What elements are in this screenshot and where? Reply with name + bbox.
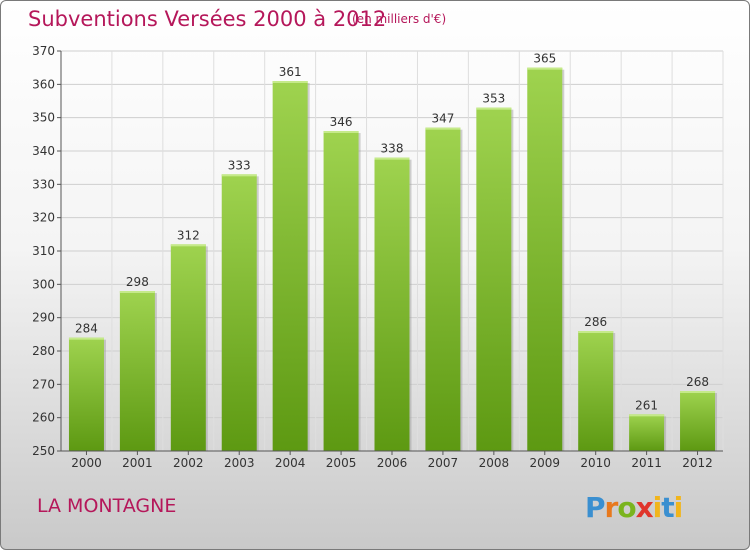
x-tick-label: 2005 <box>326 456 357 470</box>
data-label: 268 <box>686 375 709 389</box>
bar-highlight <box>425 127 461 130</box>
bar <box>425 127 461 452</box>
data-label: 346 <box>330 115 353 129</box>
data-label: 365 <box>533 52 556 66</box>
x-tick-label: 2007 <box>428 456 459 470</box>
y-tick-label: 270 <box>32 377 55 391</box>
bar-highlight <box>578 331 614 333</box>
bar <box>272 81 308 451</box>
x-tick-label: 2006 <box>377 456 408 470</box>
bar <box>680 391 716 451</box>
chart-title: Subventions Versées 2000 à 2012 <box>28 7 387 31</box>
x-tick-label: 2000 <box>71 456 102 470</box>
y-tick-label: 320 <box>32 211 55 225</box>
bar <box>323 131 359 451</box>
data-label: 333 <box>228 158 251 172</box>
bar <box>68 337 104 451</box>
x-tick-label: 2001 <box>122 456 153 470</box>
x-tick-label: 2011 <box>631 456 662 470</box>
bar-highlight <box>170 244 206 247</box>
bar-highlight <box>527 67 563 70</box>
bar <box>578 331 614 451</box>
data-label: 347 <box>431 112 454 126</box>
bars: 284 298 312 333 361 346 338 347 353 365 286 261 268 <box>68 52 718 452</box>
chart-unit: (en milliers d'€) <box>352 12 447 26</box>
bar-highlight <box>221 174 257 177</box>
bar <box>476 107 512 452</box>
x-tick-label: 2003 <box>224 456 255 470</box>
bar-highlight <box>68 337 104 340</box>
x-tick-label: 2004 <box>275 456 306 470</box>
data-label: 286 <box>584 315 607 329</box>
x-tick-label: 2008 <box>479 456 510 470</box>
bar <box>119 291 155 451</box>
bar-highlight <box>374 157 410 160</box>
bar <box>170 244 206 451</box>
x-tick-label: 2010 <box>580 456 611 470</box>
y-tick-label: 260 <box>32 411 55 425</box>
data-label: 312 <box>177 228 200 242</box>
data-label: 338 <box>381 142 404 156</box>
y-tick-label: 300 <box>32 277 55 291</box>
y-tick-label: 250 <box>32 444 55 458</box>
x-tick-label: 2002 <box>173 456 204 470</box>
bar <box>527 67 563 452</box>
bar <box>629 414 665 451</box>
bar-highlight <box>680 391 716 393</box>
x-tick-label: 2009 <box>529 456 560 470</box>
y-tick-label: 290 <box>32 311 55 325</box>
y-tick-label: 330 <box>32 177 55 191</box>
bar-highlight <box>119 291 155 293</box>
bar-highlight <box>323 131 359 133</box>
data-label: 353 <box>482 92 505 106</box>
data-label: 361 <box>279 65 302 79</box>
bar-highlight <box>629 414 665 417</box>
bar-highlight <box>272 81 308 83</box>
proxiti-logo: Proxiti <box>585 491 683 524</box>
data-label: 284 <box>75 322 98 336</box>
commune-name: LA MONTAGNE <box>37 495 177 517</box>
data-label: 261 <box>635 398 658 412</box>
y-tick-label: 310 <box>32 244 55 258</box>
bar <box>221 174 257 452</box>
bar-highlight <box>476 107 512 110</box>
bar <box>374 157 410 451</box>
x-tick-label: 2012 <box>682 456 713 470</box>
y-tick-label: 350 <box>32 111 55 125</box>
axes: 250 260 270 280 290 300 310 320 330 340 350 360 370 2… <box>32 44 723 470</box>
y-tick-label: 370 <box>32 44 55 58</box>
data-label: 298 <box>126 275 149 289</box>
y-tick-label: 360 <box>32 77 55 91</box>
y-tick-label: 280 <box>32 344 55 358</box>
y-tick-label: 340 <box>32 144 55 158</box>
